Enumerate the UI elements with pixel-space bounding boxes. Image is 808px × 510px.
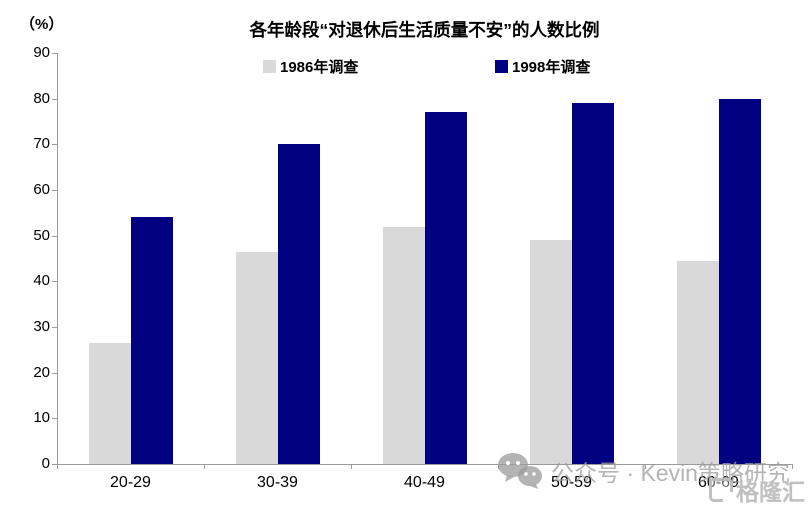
- x-tick-label-20-29: 20-29: [110, 474, 151, 491]
- x-tick-mark-1: [204, 465, 205, 469]
- bar-1998-30-39: [277, 144, 320, 464]
- y-tick-mark-20: [52, 372, 57, 374]
- bar-1986-50-59: [529, 240, 572, 464]
- legend-swatch-1986: [263, 60, 276, 73]
- x-tick-mark-0: [57, 465, 58, 469]
- y-tick-label-80: 80: [33, 89, 50, 107]
- y-tick-label-20: 20: [33, 363, 50, 381]
- bar-1986-60-69: [676, 260, 719, 464]
- legend-item-1998: 1998年调查: [495, 56, 590, 77]
- x-tick-mark-2: [351, 465, 352, 469]
- y-tick-mark-60: [52, 190, 57, 191]
- bar-1998-60-69: [718, 98, 761, 464]
- wechat-watermark: 公众号 · Kevin策略研究: [497, 452, 790, 490]
- y-axis-unit-label: （%）: [20, 16, 64, 33]
- x-tick-label-40-49: 40-49: [404, 474, 445, 491]
- y-tick-mark-90: [52, 53, 57, 54]
- y-tick-mark-70: [52, 144, 57, 146]
- y-tick-label-70: 70: [33, 135, 50, 153]
- y-tick-label-0: 0: [41, 455, 50, 472]
- x-tick-label-30-39: 30-39: [257, 474, 298, 491]
- y-tick-label-10: 10: [33, 409, 50, 427]
- wechat-icon: [498, 453, 542, 489]
- y-tick-mark-10: [52, 418, 57, 420]
- chart-title: 各年龄段“对退休后生活质量不安”的人数比例: [249, 20, 600, 40]
- gelonghui-icon: [709, 478, 733, 502]
- y-tick-label-50: 50: [33, 226, 50, 244]
- y-tick-mark-40: [52, 281, 57, 283]
- gelonghui-logo: 格隆汇: [709, 473, 805, 507]
- y-tick-mark-50: [52, 235, 57, 237]
- bar-1998-50-59: [571, 103, 614, 464]
- y-tick-mark-80: [52, 98, 57, 100]
- y-tick-mark-0: [52, 464, 57, 465]
- y-tick-label-60: 60: [33, 181, 50, 198]
- legend-label-1998: 1998年调查: [512, 59, 591, 76]
- bar-1986-40-49: [382, 226, 425, 464]
- bar-1986-30-39: [235, 251, 278, 464]
- y-tick-mark-30: [52, 327, 57, 328]
- plot-area: [57, 53, 793, 465]
- x-tick-mark-5: [792, 465, 793, 469]
- x-tick-mark-4: [645, 465, 646, 469]
- legend-swatch-1998: [495, 60, 508, 73]
- y-tick-label-30: 30: [33, 318, 50, 335]
- legend-item-1986: 1986年调查: [263, 56, 358, 77]
- gelonghui-logo-text: 格隆汇: [736, 479, 805, 505]
- x-tick-label-50-59: 50-59: [551, 474, 592, 491]
- legend-label-1986: 1986年调查: [280, 59, 359, 76]
- y-tick-label-90: 90: [33, 44, 50, 61]
- bar-1998-20-29: [130, 217, 173, 464]
- bar-1998-40-49: [424, 112, 467, 464]
- y-tick-label-40: 40: [33, 272, 50, 290]
- wechat-watermark-text: 公众号 · Kevin策略研究: [551, 460, 790, 486]
- bar-1986-20-29: [88, 342, 131, 464]
